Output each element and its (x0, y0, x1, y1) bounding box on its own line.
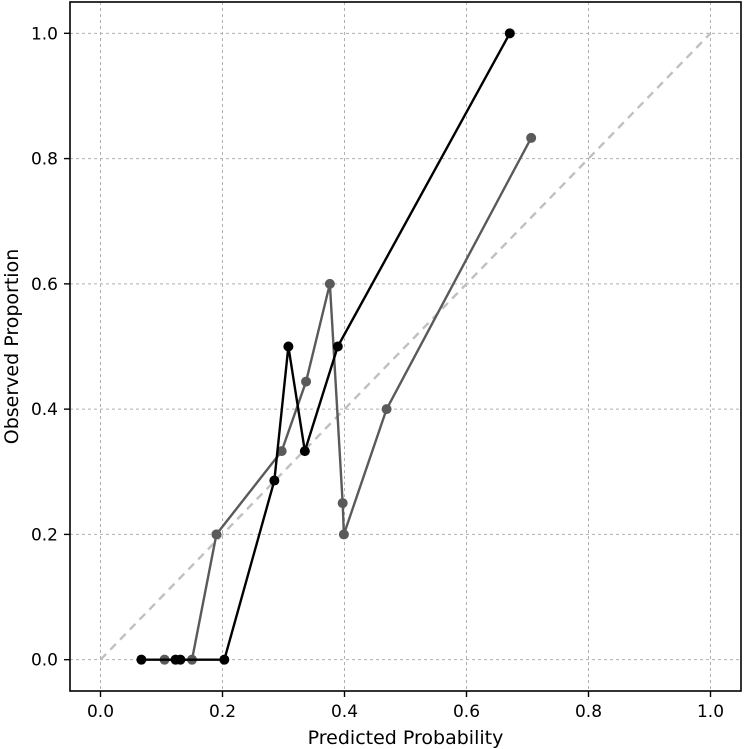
data-point (283, 341, 294, 352)
x-tick-label: 0.8 (575, 702, 602, 722)
data-point (324, 278, 335, 289)
x-tick-label: 0.0 (87, 702, 114, 722)
data-point (269, 475, 280, 486)
data-point (504, 28, 515, 39)
data-point (338, 529, 349, 540)
series-layer (136, 28, 537, 665)
data-point (332, 341, 343, 352)
x-tick-label: 0.4 (331, 702, 358, 722)
data-point (526, 132, 537, 143)
reference-diagonal (99, 32, 712, 661)
series-line (141, 32, 511, 661)
data-point (136, 654, 147, 665)
data-point (219, 654, 230, 665)
x-tick-label: 1.0 (697, 702, 724, 722)
grid (70, 2, 741, 691)
y-tick-label: 1.0 (31, 24, 58, 44)
data-point (299, 446, 310, 457)
x-axis-label: Predicted Probability (308, 727, 504, 749)
x-tick-label: 0.6 (453, 702, 480, 722)
data-point (211, 529, 222, 540)
y-tick-label: 0.0 (31, 651, 58, 671)
data-point (276, 446, 287, 457)
y-tick-label: 0.4 (31, 400, 58, 420)
y-tick-label: 0.8 (31, 150, 58, 170)
y-tick-label: 0.2 (31, 525, 58, 545)
x-tick-label: 0.2 (209, 702, 236, 722)
data-point (175, 654, 186, 665)
plot-frame (69, 1, 742, 692)
axis-ticks: 0.0 0.2 0.4 0.6 0.8 1.0 0.0 0.2 0.4 0.6 0.8 1.0 (31, 24, 724, 722)
data-point (381, 404, 392, 415)
reference-line (99, 32, 712, 661)
series-2 (136, 28, 515, 665)
y-axis-label: Observed Proportion (1, 249, 23, 444)
data-point (301, 376, 312, 387)
series-1 (159, 132, 537, 665)
data-point (337, 498, 348, 509)
y-tick-label: 0.6 (31, 275, 58, 295)
series-line (164, 137, 533, 661)
